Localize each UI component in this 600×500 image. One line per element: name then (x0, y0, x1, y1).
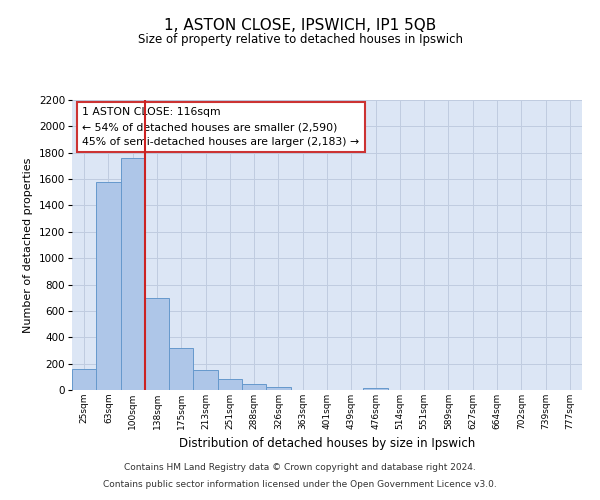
Bar (218, 380, 242, 390)
Bar (266, 388, 290, 390)
Text: 1 ASTON CLOSE: 116sqm
← 54% of detached houses are smaller (2,590)
45% of semi-d: 1 ASTON CLOSE: 116sqm ← 54% of detached … (82, 108, 359, 147)
Bar (72, 369, 96, 390)
Bar (96, 182, 121, 390)
Bar (145, 298, 169, 390)
Text: Contains public sector information licensed under the Open Government Licence v3: Contains public sector information licen… (103, 480, 497, 489)
Bar (364, 388, 388, 390)
Text: 1, ASTON CLOSE, IPSWICH, IP1 5QB: 1, ASTON CLOSE, IPSWICH, IP1 5QB (164, 18, 436, 32)
Text: Contains HM Land Registry data © Crown copyright and database right 2024.: Contains HM Land Registry data © Crown c… (124, 464, 476, 472)
Text: Size of property relative to detached houses in Ipswich: Size of property relative to detached ho… (137, 32, 463, 46)
Bar (121, 158, 145, 390)
Bar (193, 370, 218, 390)
X-axis label: Distribution of detached houses by size in Ipswich: Distribution of detached houses by size … (179, 438, 475, 450)
Y-axis label: Number of detached properties: Number of detached properties (23, 158, 33, 332)
Bar (169, 348, 193, 390)
Bar (242, 384, 266, 390)
